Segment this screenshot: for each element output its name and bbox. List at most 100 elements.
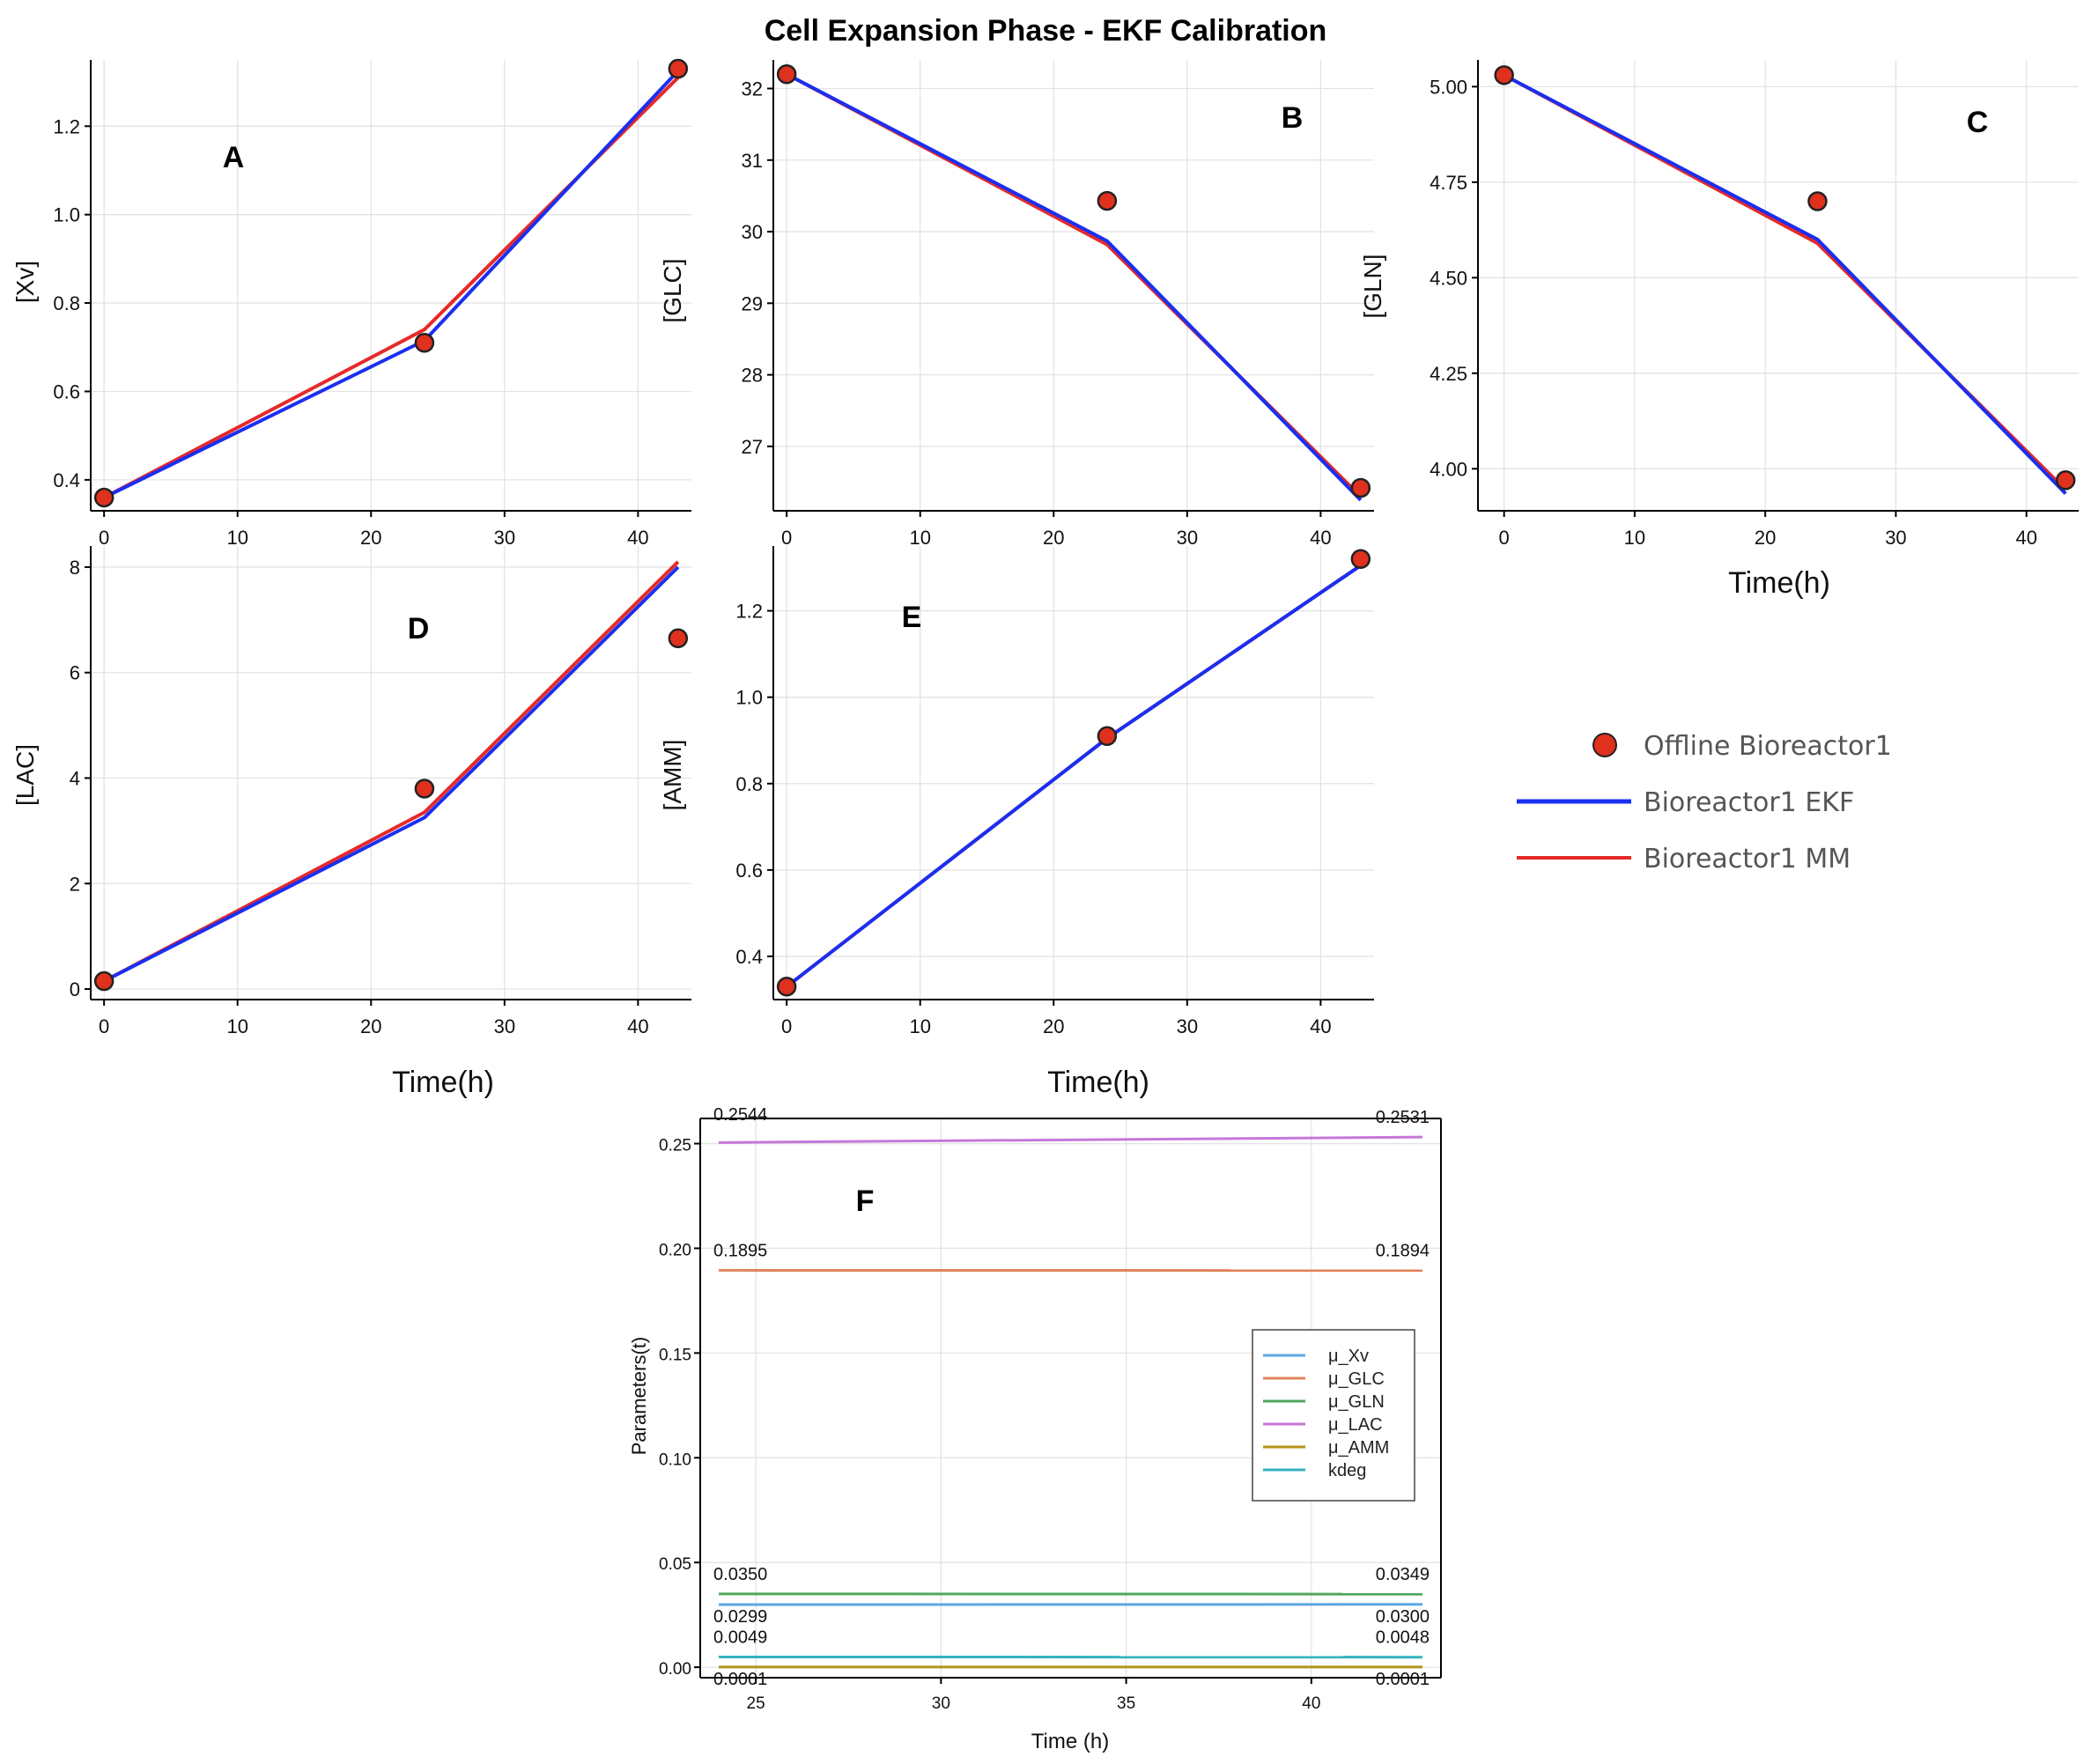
legend-ekf-label: Bioreactor1 EKF [1644,787,1854,818]
x-tick-label: 0 [781,527,792,549]
value-annotation: 0.0001 [713,1670,767,1689]
figure-title: Cell Expansion Phase - EKF Calibration [765,14,1327,48]
panel-b: 0 10 20 30 40 27 28 29 30 31 32 [GLC] B [659,60,1374,549]
x-axis-label: Time(h) [392,1066,494,1099]
parameters-legend-box [1252,1329,1415,1502]
x-tick-label: 30 [1177,1015,1198,1037]
y-axis-label: [GLC] [659,258,686,322]
y-axis-label: [Xv] [11,261,39,303]
x-axis-label: Time (h) [1031,1730,1109,1753]
panel-c: 0 10 20 30 40 4.00 4.25 4.50 4.75 5.00 [GLN] Time(h… [1359,60,2079,600]
ekf-series-line [1503,73,2067,495]
parameters-legend-label: μ_LAC [1328,1415,1383,1435]
x-tick-label: 10 [226,527,248,549]
y-tick-label: 6 [70,662,80,684]
x-tick-label: 30 [494,1015,515,1037]
offline-data-point [776,977,797,997]
x-tick-label: 35 [1117,1694,1135,1713]
offline-data-point [414,333,435,353]
y-tick-label: 0.8 [735,773,763,795]
parameters-legend-label: μ_GLC [1328,1369,1385,1389]
y-tick-label: 4.50 [1430,267,1467,289]
x-tick-label: 10 [909,527,930,549]
y-tick-label: 2 [70,873,80,895]
y-tick-label: 29 [742,292,763,314]
y-tick-label: 1.0 [735,687,763,709]
offline-data-point [93,971,115,992]
mm-series-line [103,76,680,499]
panel-letter: F [856,1185,875,1218]
offline-data-point [1097,726,1118,747]
legend-offline-label: Offline Bioreactor1 [1644,731,1892,762]
x-tick-label: 0 [1499,527,1510,549]
y-tick-label: 0.15 [659,1346,691,1364]
x-tick-label: 30 [1177,527,1198,549]
value-annotation: 0.2544 [713,1105,767,1125]
mm-series-line [786,72,1363,498]
offline-data-point [414,779,435,799]
y-tick-label: 0.6 [53,380,80,402]
x-tick-label: 20 [360,1015,381,1037]
y-tick-label: 27 [742,436,763,458]
parameters-legend-label: kdeg [1328,1461,1366,1480]
x-axis-label: Time(h) [1047,1066,1149,1099]
ekf-series-line [103,565,680,983]
x-tick-label: 10 [1624,527,1645,549]
x-tick-label: 30 [1885,527,1906,549]
y-tick-label: 0.20 [659,1241,691,1259]
y-tick-label: 1.2 [735,601,763,623]
y-tick-label: 8 [70,557,80,579]
x-tick-label: 30 [494,527,515,549]
x-axis-label: Time(h) [1728,566,1830,600]
panel-letter: C [1967,106,1989,139]
y-axis-label: Parameters(t) [628,1337,650,1455]
x-tick-label: 20 [1043,1015,1064,1037]
y-axis-label: [AMM] [659,740,686,811]
y-tick-label: 28 [742,365,763,387]
ekf-series-line [103,70,680,499]
y-tick-label: 4.25 [1430,363,1467,385]
value-annotation: 0.0300 [1376,1607,1430,1627]
y-tick-label: 4.00 [1430,458,1467,480]
panel-letter: A [223,141,245,174]
y-tick-label: 4.75 [1430,172,1467,194]
value-annotation: 0.0299 [713,1607,767,1627]
offline-data-point [776,64,797,85]
y-tick-label: 0.4 [53,469,80,491]
y-tick-label: 0.05 [659,1555,691,1574]
y-tick-label: 4 [70,767,80,789]
mm-series-line [103,560,680,983]
legend-offline-marker [1592,733,1617,757]
main-legend: Offline Bioreactor1 Bioreactor1 EKF Bior… [1517,731,1892,875]
value-annotation: 0.0049 [713,1627,767,1647]
x-tick-label: 20 [1043,527,1064,549]
y-tick-label: 1.0 [53,204,80,226]
y-tick-label: 32 [742,78,763,100]
x-tick-label: 40 [627,527,648,549]
offline-data-point [1350,477,1371,498]
ekf-series-line [785,564,1362,988]
y-tick-label: 0.6 [735,860,763,882]
value-annotation: 0.0349 [1376,1565,1430,1584]
mm-series-line [785,564,1362,988]
panel-letter: D [408,612,430,646]
value-annotation: 0.1894 [1376,1242,1430,1261]
y-tick-label: 1.2 [53,115,80,137]
panel-letter: E [902,601,922,634]
y-tick-label: 0.25 [659,1137,691,1155]
x-tick-label: 25 [747,1694,765,1713]
x-tick-label: 40 [1302,1694,1320,1713]
offline-data-point [1350,549,1371,569]
value-annotation: 0.2531 [1376,1108,1430,1127]
offline-data-point [1097,190,1118,211]
x-tick-label: 10 [226,1015,248,1037]
parameters-legend-label: μ_GLN [1328,1392,1385,1412]
offline-data-point [2055,470,2076,491]
value-annotation: 0.0048 [1376,1628,1430,1648]
x-tick-label: 0 [781,1015,792,1037]
y-tick-label: 5.00 [1430,76,1467,98]
parameter-series-line [719,1135,1422,1144]
x-tick-label: 10 [909,1015,930,1037]
y-tick-label: 0.10 [659,1450,691,1469]
